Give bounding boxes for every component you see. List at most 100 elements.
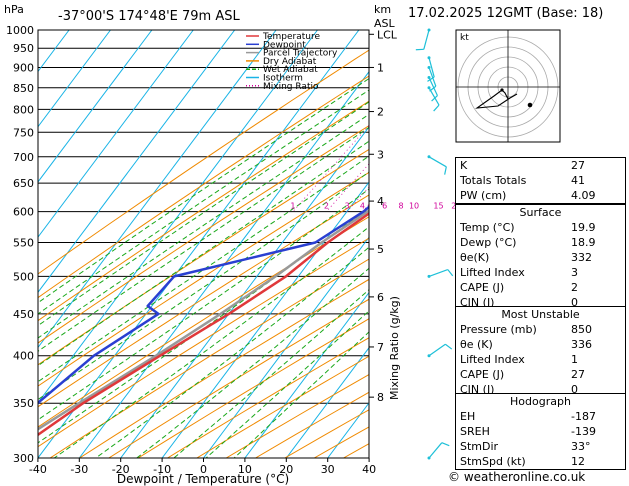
date-label: 17.02.2025 12GMT (Base: 18) (408, 6, 604, 21)
surface-row: CIN (J) 0 (460, 296, 578, 309)
mu-row: CIN (J) 0 (460, 383, 578, 396)
legend-entry: Temperature (262, 32, 320, 42)
pressure-tick-label: 700 (13, 151, 34, 164)
hodograph-trace (474, 89, 518, 109)
temp-tick-label: -40 (29, 463, 47, 476)
temp-tick-label: 20 (279, 463, 293, 476)
wind-barb-flag (441, 442, 450, 447)
pressure-tick-label: 600 (13, 206, 34, 219)
x-axis-title: Dewpoint / Temperature (°C) (117, 472, 289, 486)
asl-unit-label: ASL (374, 17, 396, 30)
isotherm-line (38, 30, 360, 458)
mixing-ratio-label: 15 (433, 202, 443, 211)
mixing-ratio-label: 10 (409, 202, 419, 211)
surface-title: Surface (519, 206, 562, 219)
hodo-row: SREH -139 (460, 425, 596, 438)
dry-adiabat (38, 216, 369, 428)
pressure-tick-label: 750 (13, 126, 34, 139)
pressure-tick-label: 650 (13, 177, 34, 190)
pressure-tick-label: 550 (13, 237, 34, 250)
dry-adiabat (137, 318, 369, 458)
wet-adiabat (53, 226, 369, 458)
wind-barb-flag (433, 104, 440, 112)
km-tick-label: 8 (377, 391, 384, 404)
mixing-ratio-label: 6 (382, 202, 387, 211)
legend-entry: Mixing Ratio (263, 82, 319, 92)
dry-adiabat (38, 49, 369, 275)
isotherm-line (120, 126, 369, 458)
km-tick-label: 5 (377, 243, 384, 256)
mu-row: Pressure (mb) 850 (460, 323, 592, 336)
temp-tick-label: -20 (112, 463, 130, 476)
isotherm-line (38, 30, 194, 238)
pressure-tick-label: 900 (13, 61, 34, 74)
wind-barb-flag (445, 343, 453, 350)
wet-adiabat (38, 155, 369, 383)
mixing-ratio-label: 8 (398, 202, 403, 211)
legend-entry: Parcel Trajectory (263, 49, 338, 59)
surface-table: Surface Temp (°C) 19.9 Dewp (°C) 18.9 θe(K… (455, 204, 626, 311)
hodograph-table: Hodograph EH -187 SREH -139 StmDir 33° StmS… (455, 393, 626, 470)
index-row-k: K 27 (460, 159, 585, 172)
wind-barb-staff (428, 442, 443, 459)
km-tick-label: 3 (377, 148, 384, 161)
wind-barb-flag (429, 85, 437, 92)
km-tick-label: 4 (377, 195, 384, 208)
isotherm-line (161, 181, 369, 458)
hodo-title: Hodograph (510, 395, 571, 408)
hodo-row: StmSpd (kt) 12 (460, 455, 585, 468)
wet-adiabat (136, 267, 369, 458)
isotherm-line (38, 30, 153, 183)
dry-adiabat (108, 298, 369, 458)
pressure-tick-label: 350 (13, 397, 34, 410)
temp-tick-label: -10 (153, 463, 171, 476)
dry-adiabat (38, 171, 369, 387)
mu-row: θe (K) 336 (460, 338, 592, 351)
mixing-ratio-label: 3 (345, 202, 350, 211)
surface-row: θe(K) 332 (460, 251, 592, 264)
wind-barb-flag (447, 269, 454, 277)
wet-adiabat (38, 89, 369, 315)
wet-adiabat (38, 188, 369, 421)
hodo-row: StmDir 33° (460, 440, 591, 453)
pressure-tick-label: 450 (13, 308, 34, 321)
mixing-ratio-axis-title: Mixing Ratio (g/kg) (388, 296, 401, 400)
most-unstable-table: Most Unstable Pressure (mb) 850 θe (K) 336… (455, 306, 626, 398)
wind-barb-staff (428, 57, 435, 78)
dry-adiabat (38, 125, 369, 344)
hodograph-unit-label: kt (460, 33, 469, 43)
mixing-ratio-label: 4 (360, 202, 365, 211)
footer-credit: © weatheronline.co.uk (448, 470, 586, 484)
pressure-tick-label: 850 (13, 82, 34, 95)
km-unit-label: km (374, 3, 391, 16)
wind-barb-staff (428, 269, 448, 277)
dry-adiabat (38, 148, 369, 366)
index-row-pw: PW (cm) 4.09 (460, 189, 596, 202)
temp-tick-label: 30 (321, 463, 335, 476)
storm-motion-marker (527, 102, 533, 108)
km-tick-label: 1 (377, 61, 384, 74)
wind-barb-flag (444, 166, 447, 175)
surface-row: Dewp (°C) 18.9 (460, 236, 596, 249)
legend-entry: Wet Adiabat (263, 65, 318, 75)
km-tick-label: LCL (377, 28, 398, 41)
surface-row: Lifted Index 3 (460, 266, 578, 279)
indices-table-top: K 27 Totals Totals 41 PW (cm) 4.09 (455, 157, 626, 204)
wet-adiabat (38, 140, 369, 367)
isotherm-line (38, 30, 111, 128)
wind-barb-staff (428, 156, 447, 168)
dry-adiabat (38, 100, 369, 322)
wet-adiabat (38, 101, 369, 327)
mu-row: Lifted Index 1 (460, 353, 578, 366)
isotherm-line (38, 30, 236, 294)
temp-tick-label: 0 (200, 463, 207, 476)
legend-entry: Dewpoint (263, 40, 306, 50)
surface-row: CAPE (J) 2 (460, 281, 578, 294)
mixing-ratio-line (292, 124, 369, 212)
dry-adiabat (167, 337, 369, 458)
pressure-unit-label: hPa (4, 3, 24, 16)
km-tick-label: 6 (377, 291, 384, 304)
wind-barb-staff (423, 29, 430, 50)
wet-adiabat (173, 288, 369, 458)
dry-adiabat (38, 237, 369, 448)
